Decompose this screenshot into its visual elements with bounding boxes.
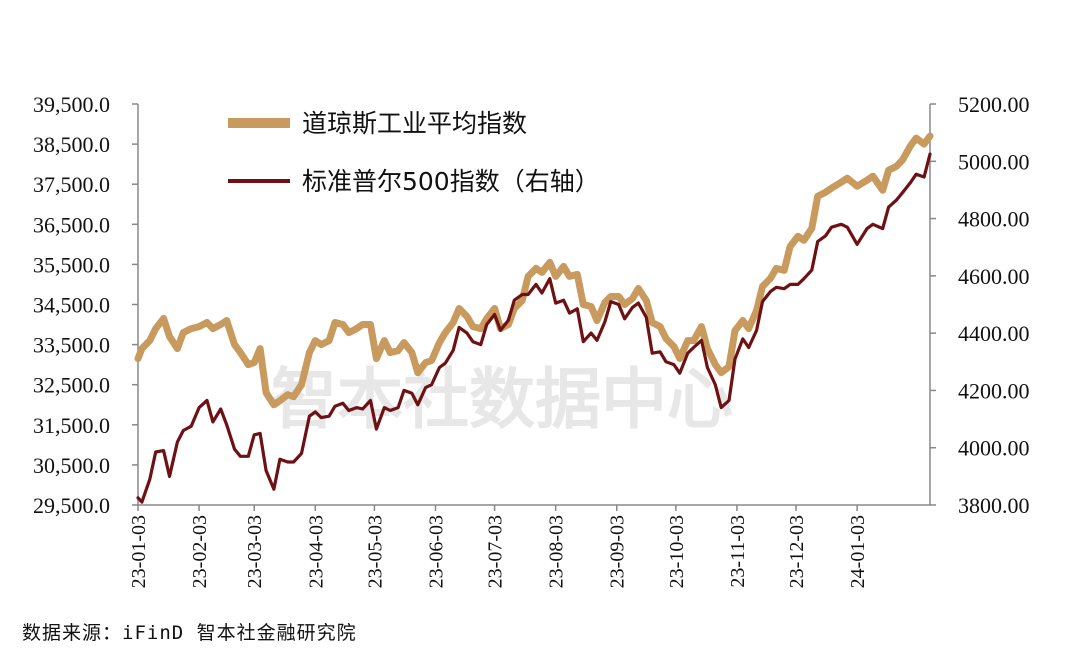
x-tick-label: 23-08-03 xyxy=(546,515,568,588)
x-tick-label: 24-01-03 xyxy=(847,515,869,588)
right-tick-label: 5200.00 xyxy=(958,92,1030,117)
right-tick-label: 4400.00 xyxy=(958,321,1030,346)
right-tick-label: 5000.00 xyxy=(958,149,1030,174)
left-tick-label: 33,500.0 xyxy=(33,333,110,358)
left-tick-label: 36,500.0 xyxy=(33,212,110,237)
right-tick-label: 3800.00 xyxy=(958,493,1030,518)
x-tick-label: 23-02-03 xyxy=(189,515,211,588)
dow-jones-line xyxy=(134,132,934,409)
x-tick-label: 23-01-03 xyxy=(128,515,150,588)
legend: 道琼斯工业平均指数 标准普尔500指数（右轴） xyxy=(228,109,600,196)
x-tick-label: 23-10-03 xyxy=(666,515,688,588)
left-tick-label: 32,500.0 xyxy=(33,373,110,398)
left-tick-label: 34,500.0 xyxy=(33,293,110,318)
source-note: 数据来源：iFinD 智本社金融研究院 xyxy=(22,622,357,644)
left-tick-label: 31,500.0 xyxy=(33,413,110,438)
right-tick-label: 4600.00 xyxy=(958,264,1030,289)
left-tick-label: 37,500.0 xyxy=(33,172,110,197)
right-tick-label: 4200.00 xyxy=(958,378,1030,403)
x-tick-label: 23-04-03 xyxy=(305,515,327,588)
sp500-line xyxy=(136,152,932,504)
watermark-text: 智本社数据中心 xyxy=(271,361,733,438)
legend-label-sp500: 标准普尔500指数（右轴） xyxy=(302,167,600,196)
x-tick-label: 23-12-03 xyxy=(786,515,808,588)
left-tick-label: 39,500.0 xyxy=(33,92,110,117)
left-tick-label: 35,500.0 xyxy=(33,252,110,277)
left-tick-label: 38,500.0 xyxy=(33,132,110,157)
x-tick-label: 23-06-03 xyxy=(425,515,447,588)
axes: 29,500.0 30,500.0 31,500.0 32,500.0 33,500.0… xyxy=(33,92,1030,588)
right-tick-label: 4800.00 xyxy=(958,207,1030,232)
legend-label-dow: 道琼斯工业平均指数 xyxy=(302,109,527,138)
x-tick-label: 23-07-03 xyxy=(485,515,507,588)
right-tick-label: 4000.00 xyxy=(958,436,1030,461)
left-tick-label: 30,500.0 xyxy=(33,453,110,478)
x-tick-label: 23-05-03 xyxy=(364,515,386,588)
x-tick-label: 23-03-03 xyxy=(244,515,266,588)
x-tick-label: 23-11-03 xyxy=(727,515,749,588)
left-tick-label: 29,500.0 xyxy=(33,493,110,518)
x-tick-label: 23-09-03 xyxy=(607,515,629,588)
series-lines xyxy=(134,132,934,504)
